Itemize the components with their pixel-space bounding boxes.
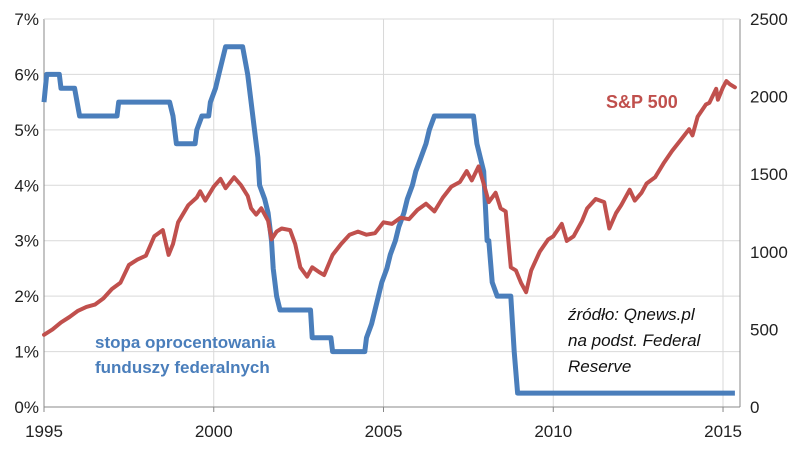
fed-rate-label-line-1: stopa oprocentowania [95, 333, 276, 352]
chart-labels: stopa oprocentowania funduszy federalnyc… [95, 92, 702, 377]
y-left-tick-label: 5% [14, 121, 39, 140]
y-left-tick-label: 1% [14, 343, 39, 362]
y-right-tick-label: 500 [750, 320, 778, 339]
source-note-line-1: źródło: Qnews.pl [567, 305, 696, 324]
y-left-tick-label: 7% [14, 10, 39, 29]
x-tick-label: 2005 [365, 422, 403, 441]
y-left-tick-label: 3% [14, 232, 39, 251]
x-tick-label: 2000 [195, 422, 233, 441]
sp500-line [42, 79, 737, 337]
sp500-label: S&P 500 [606, 92, 678, 112]
y-right-tick-label: 2500 [750, 10, 788, 29]
y-left-tick-label: 0% [14, 398, 39, 417]
y-right-tick-label: 2000 [750, 88, 788, 107]
series-lines [41, 44, 737, 396]
source-note-line-3: Reserve [568, 357, 631, 376]
y-right-tick-label: 1500 [750, 165, 788, 184]
x-tick-label: 1995 [25, 422, 63, 441]
fed-funds-rate-line [41, 44, 735, 396]
source-note-line-2: na podst. Federal [568, 331, 702, 350]
y-left-tick-label: 2% [14, 287, 39, 306]
fed-rate-label-line-2: funduszy federalnych [95, 358, 270, 377]
x-tick-label: 2010 [534, 422, 572, 441]
y-left-tick-label: 6% [14, 65, 39, 84]
y-right-tick-label: 1000 [750, 243, 788, 262]
y-right-tick-label: 0 [750, 398, 759, 417]
y-left-tick-label: 4% [14, 176, 39, 195]
x-tick-label: 2015 [704, 422, 742, 441]
